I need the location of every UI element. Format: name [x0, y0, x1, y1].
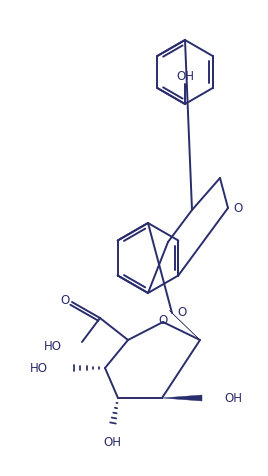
Polygon shape [162, 395, 202, 401]
Text: O: O [233, 201, 243, 215]
Text: O: O [158, 314, 168, 327]
Text: OH: OH [176, 69, 194, 82]
Text: O: O [60, 294, 70, 307]
Text: OH: OH [224, 391, 242, 405]
Polygon shape [170, 310, 200, 340]
Text: O: O [177, 307, 187, 319]
Text: HO: HO [30, 361, 48, 375]
Text: OH: OH [103, 436, 121, 448]
Text: HO: HO [44, 340, 62, 354]
